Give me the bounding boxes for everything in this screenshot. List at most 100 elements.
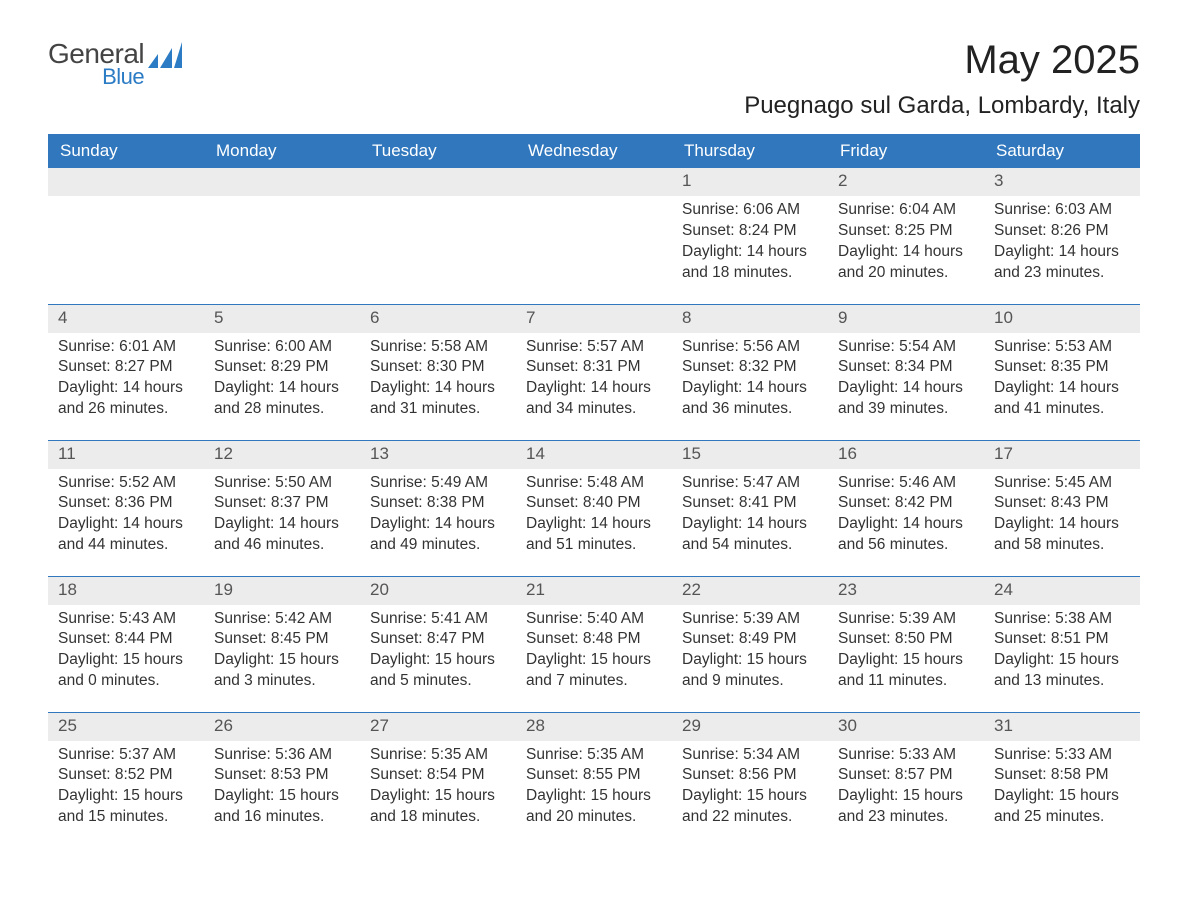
day-number: 20 xyxy=(360,577,516,605)
day-body: Sunrise: 6:06 AMSunset: 8:24 PMDaylight:… xyxy=(672,196,828,290)
day-number: 13 xyxy=(360,441,516,469)
day-line: Sunset: 8:51 PM xyxy=(994,629,1130,650)
col-tuesday: Tuesday xyxy=(360,134,516,168)
day-line: Sunrise: 5:41 AM xyxy=(370,609,506,630)
day-body xyxy=(360,196,516,206)
day-line: Sunset: 8:52 PM xyxy=(58,765,194,786)
day-line: Sunrise: 6:06 AM xyxy=(682,200,818,221)
day-number: 28 xyxy=(516,713,672,741)
day-body: Sunrise: 5:34 AMSunset: 8:56 PMDaylight:… xyxy=(672,741,828,835)
day-number xyxy=(204,168,360,196)
day-number: 7 xyxy=(516,305,672,333)
calendar-week: 25Sunrise: 5:37 AMSunset: 8:52 PMDayligh… xyxy=(48,712,1140,848)
day-line: Sunrise: 5:50 AM xyxy=(214,473,350,494)
day-body: Sunrise: 5:54 AMSunset: 8:34 PMDaylight:… xyxy=(828,333,984,427)
col-wednesday: Wednesday xyxy=(516,134,672,168)
day-line: Sunset: 8:56 PM xyxy=(682,765,818,786)
calendar-cell: 29Sunrise: 5:34 AMSunset: 8:56 PMDayligh… xyxy=(672,712,828,848)
day-line: Daylight: 15 hours and 11 minutes. xyxy=(838,650,974,692)
day-body: Sunrise: 5:35 AMSunset: 8:54 PMDaylight:… xyxy=(360,741,516,835)
day-body: Sunrise: 5:50 AMSunset: 8:37 PMDaylight:… xyxy=(204,469,360,563)
day-line: Sunset: 8:54 PM xyxy=(370,765,506,786)
day-line: Sunrise: 5:49 AM xyxy=(370,473,506,494)
calendar-week: 1Sunrise: 6:06 AMSunset: 8:24 PMDaylight… xyxy=(48,168,1140,304)
day-line: Sunset: 8:40 PM xyxy=(526,493,662,514)
day-line: Daylight: 15 hours and 5 minutes. xyxy=(370,650,506,692)
calendar-week: 4Sunrise: 6:01 AMSunset: 8:27 PMDaylight… xyxy=(48,304,1140,440)
day-body: Sunrise: 5:33 AMSunset: 8:58 PMDaylight:… xyxy=(984,741,1140,835)
day-line: Sunset: 8:50 PM xyxy=(838,629,974,650)
calendar-cell: 17Sunrise: 5:45 AMSunset: 8:43 PMDayligh… xyxy=(984,440,1140,576)
day-number: 12 xyxy=(204,441,360,469)
calendar-cell: 27Sunrise: 5:35 AMSunset: 8:54 PMDayligh… xyxy=(360,712,516,848)
day-number: 26 xyxy=(204,713,360,741)
col-sunday: Sunday xyxy=(48,134,204,168)
day-line: Sunrise: 5:34 AM xyxy=(682,745,818,766)
day-line: Daylight: 14 hours and 58 minutes. xyxy=(994,514,1130,556)
calendar-cell: 31Sunrise: 5:33 AMSunset: 8:58 PMDayligh… xyxy=(984,712,1140,848)
day-line: Sunrise: 5:33 AM xyxy=(838,745,974,766)
day-line: Sunset: 8:25 PM xyxy=(838,221,974,242)
day-number: 17 xyxy=(984,441,1140,469)
day-body: Sunrise: 5:39 AMSunset: 8:49 PMDaylight:… xyxy=(672,605,828,699)
calendar-cell: 19Sunrise: 5:42 AMSunset: 8:45 PMDayligh… xyxy=(204,576,360,712)
calendar-week: 18Sunrise: 5:43 AMSunset: 8:44 PMDayligh… xyxy=(48,576,1140,712)
day-line: Sunset: 8:30 PM xyxy=(370,357,506,378)
day-number: 11 xyxy=(48,441,204,469)
col-thursday: Thursday xyxy=(672,134,828,168)
day-line: Daylight: 15 hours and 20 minutes. xyxy=(526,786,662,828)
day-line: Sunrise: 6:00 AM xyxy=(214,337,350,358)
day-line: Sunset: 8:41 PM xyxy=(682,493,818,514)
day-line: Sunrise: 5:35 AM xyxy=(370,745,506,766)
day-line: Daylight: 14 hours and 54 minutes. xyxy=(682,514,818,556)
day-body: Sunrise: 6:01 AMSunset: 8:27 PMDaylight:… xyxy=(48,333,204,427)
day-line: Daylight: 15 hours and 0 minutes. xyxy=(58,650,194,692)
day-number xyxy=(360,168,516,196)
day-number: 3 xyxy=(984,168,1140,196)
day-number: 6 xyxy=(360,305,516,333)
title-block: May 2025 xyxy=(964,40,1140,80)
calendar-cell xyxy=(48,168,204,304)
day-body: Sunrise: 6:04 AMSunset: 8:25 PMDaylight:… xyxy=(828,196,984,290)
day-line: Sunrise: 5:38 AM xyxy=(994,609,1130,630)
day-number: 21 xyxy=(516,577,672,605)
day-line: Daylight: 14 hours and 39 minutes. xyxy=(838,378,974,420)
day-line: Sunrise: 5:35 AM xyxy=(526,745,662,766)
day-line: Sunrise: 5:57 AM xyxy=(526,337,662,358)
calendar-cell xyxy=(360,168,516,304)
day-body: Sunrise: 5:40 AMSunset: 8:48 PMDaylight:… xyxy=(516,605,672,699)
day-number: 14 xyxy=(516,441,672,469)
calendar-cell: 3Sunrise: 6:03 AMSunset: 8:26 PMDaylight… xyxy=(984,168,1140,304)
day-body: Sunrise: 5:36 AMSunset: 8:53 PMDaylight:… xyxy=(204,741,360,835)
day-line: Daylight: 15 hours and 23 minutes. xyxy=(838,786,974,828)
day-line: Sunrise: 5:39 AM xyxy=(838,609,974,630)
calendar-table: Sunday Monday Tuesday Wednesday Thursday… xyxy=(48,134,1140,848)
day-line: Daylight: 14 hours and 56 minutes. xyxy=(838,514,974,556)
day-number xyxy=(516,168,672,196)
day-line: Sunrise: 6:04 AM xyxy=(838,200,974,221)
calendar-cell: 10Sunrise: 5:53 AMSunset: 8:35 PMDayligh… xyxy=(984,304,1140,440)
calendar-cell xyxy=(516,168,672,304)
day-line: Sunrise: 5:37 AM xyxy=(58,745,194,766)
calendar-cell: 9Sunrise: 5:54 AMSunset: 8:34 PMDaylight… xyxy=(828,304,984,440)
day-body: Sunrise: 5:49 AMSunset: 8:38 PMDaylight:… xyxy=(360,469,516,563)
day-line: Sunset: 8:27 PM xyxy=(58,357,194,378)
day-number: 18 xyxy=(48,577,204,605)
day-number: 22 xyxy=(672,577,828,605)
day-line: Daylight: 15 hours and 3 minutes. xyxy=(214,650,350,692)
day-body xyxy=(516,196,672,206)
calendar-cell: 28Sunrise: 5:35 AMSunset: 8:55 PMDayligh… xyxy=(516,712,672,848)
day-line: Sunset: 8:29 PM xyxy=(214,357,350,378)
calendar-week: 11Sunrise: 5:52 AMSunset: 8:36 PMDayligh… xyxy=(48,440,1140,576)
day-line: Sunrise: 5:53 AM xyxy=(994,337,1130,358)
calendar-cell: 2Sunrise: 6:04 AMSunset: 8:25 PMDaylight… xyxy=(828,168,984,304)
day-line: Sunset: 8:49 PM xyxy=(682,629,818,650)
day-line: Sunset: 8:38 PM xyxy=(370,493,506,514)
day-line: Daylight: 14 hours and 31 minutes. xyxy=(370,378,506,420)
calendar-cell: 11Sunrise: 5:52 AMSunset: 8:36 PMDayligh… xyxy=(48,440,204,576)
day-body: Sunrise: 5:38 AMSunset: 8:51 PMDaylight:… xyxy=(984,605,1140,699)
location-text: Puegnago sul Garda, Lombardy, Italy xyxy=(48,92,1140,120)
day-line: Sunset: 8:53 PM xyxy=(214,765,350,786)
day-line: Daylight: 14 hours and 44 minutes. xyxy=(58,514,194,556)
day-body: Sunrise: 5:48 AMSunset: 8:40 PMDaylight:… xyxy=(516,469,672,563)
